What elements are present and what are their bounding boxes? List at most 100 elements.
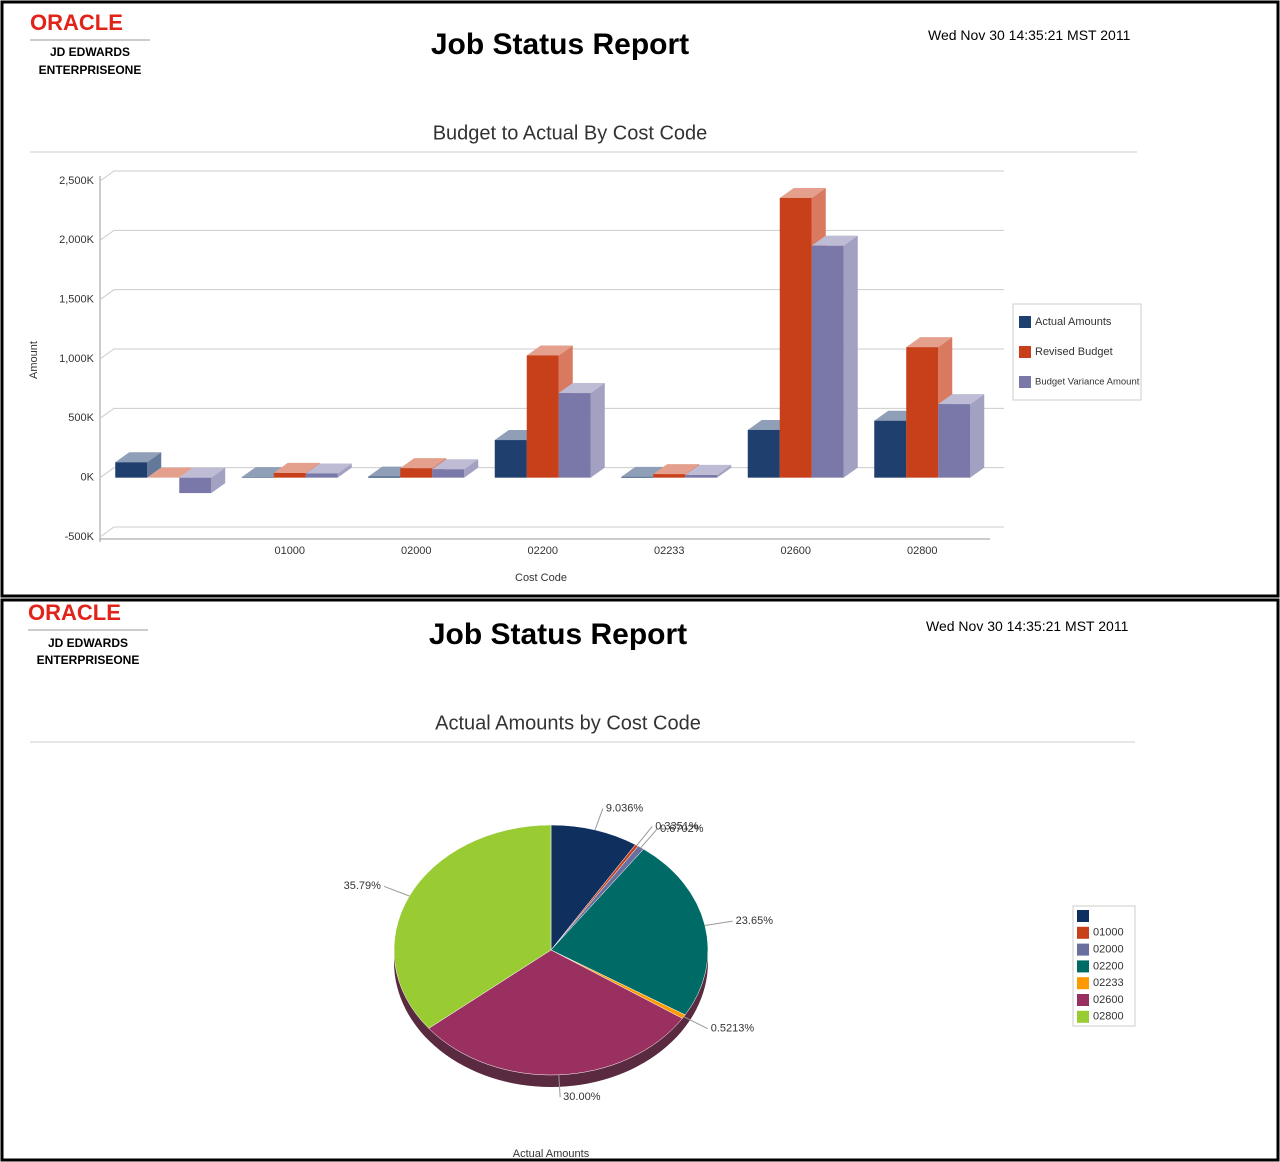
- grid-line: [99, 407, 1004, 419]
- panel-border: [0, 0, 1280, 598]
- bar: [653, 474, 686, 478]
- data-label: 0.3351%: [655, 820, 699, 832]
- bar-top: [115, 452, 162, 463]
- grid-line: [99, 526, 1004, 538]
- bar-top: [147, 467, 194, 478]
- bar: [115, 462, 148, 478]
- leader-line: [704, 920, 733, 927]
- bar: [400, 468, 433, 478]
- bar: [621, 476, 654, 478]
- leader-line: [636, 826, 653, 846]
- y-tick-label: 2,000K: [59, 234, 95, 246]
- legend-swatch: [1019, 376, 1031, 388]
- timestamp: Wed Nov 30 14:35:21 MST 2011: [928, 27, 1131, 43]
- brand: ORACLE: [30, 10, 123, 35]
- leader-line: [594, 808, 604, 831]
- legend-swatch: [1077, 910, 1089, 922]
- legend-swatch: [1077, 943, 1089, 956]
- bar-top: [179, 467, 226, 478]
- bar: [305, 473, 338, 478]
- bar-top: [432, 459, 479, 470]
- legend-label: 02000: [1093, 944, 1124, 956]
- legend-swatch: [1019, 346, 1031, 358]
- bar-side: [970, 394, 985, 478]
- data-label: 0.6702%: [660, 823, 704, 835]
- bar: [179, 477, 212, 494]
- bar-top: [653, 464, 700, 475]
- legend-box: [1012, 303, 1142, 401]
- timestamp: Wed Nov 30 14:35:21 MST 2011: [926, 618, 1129, 634]
- data-label: 23.65%: [736, 915, 774, 927]
- chart-title: Actual Amounts by Cost Code: [435, 712, 701, 734]
- bar-side: [337, 463, 352, 478]
- bar-side: [211, 467, 226, 494]
- timestamp-box: Wed Nov 30 14:35:21 MST 2011: [926, 618, 1129, 634]
- bar-top: [526, 345, 573, 356]
- bar: [273, 472, 306, 478]
- bar: [494, 440, 527, 478]
- legend-swatch: [1077, 960, 1089, 973]
- bar: [874, 420, 907, 478]
- grid-line: [99, 348, 1004, 360]
- bar-top: [779, 187, 826, 198]
- leader-line: [640, 828, 658, 848]
- bar: [432, 469, 465, 478]
- bar-side: [843, 235, 858, 478]
- bar: [779, 197, 812, 478]
- grid-line: [99, 289, 1004, 301]
- report-title: Job Status Report: [431, 28, 689, 61]
- bar-top: [906, 337, 953, 348]
- suite: ENTERPRISEONE: [39, 63, 142, 77]
- y-tick-label: -500K: [65, 531, 95, 543]
- bar-side: [717, 464, 732, 478]
- x-tick-label: 02233: [654, 545, 685, 557]
- bar: [558, 393, 591, 478]
- bar-top: [400, 458, 447, 469]
- product: JD EDWARDS: [48, 636, 128, 650]
- bar: [526, 355, 559, 478]
- header: ORACLE JD EDWARDS ENTERPRISEONE Job Stat…: [30, 10, 1131, 77]
- x-tick-label: 02200: [527, 545, 558, 557]
- leader-line: [558, 1074, 561, 1098]
- pie-slice: [428, 949, 683, 1076]
- bar-top: [558, 383, 605, 394]
- data-label: 0.5213%: [711, 1023, 755, 1035]
- bar-side: [464, 459, 479, 478]
- leader-line: [383, 885, 410, 897]
- y-tick-label: 0K: [81, 472, 95, 484]
- bar: [906, 347, 939, 478]
- bar-top: [305, 463, 352, 474]
- x-tick-label: 01000: [274, 545, 305, 557]
- y-tick-label: 2,500K: [59, 175, 95, 187]
- product: JD EDWARDS: [50, 45, 130, 59]
- grid-line: [99, 229, 1004, 241]
- legend-swatch: [1077, 977, 1089, 990]
- legend-swatch: [1077, 1010, 1089, 1023]
- bar: [241, 477, 274, 478]
- bar-side: [147, 452, 162, 478]
- x-axis-label: Actual Amounts: [513, 1148, 590, 1160]
- bar-top: [685, 464, 732, 475]
- data-label: 9.036%: [606, 802, 644, 814]
- data-label: 30.00%: [563, 1091, 601, 1103]
- pie-slice: [550, 824, 636, 951]
- legend-label: Revised Budget: [1035, 346, 1113, 358]
- legend-swatch: [1077, 994, 1089, 1006]
- legend-label: 01000: [1093, 927, 1124, 939]
- legend-label: 02233: [1093, 977, 1124, 989]
- bar: [938, 404, 971, 478]
- brand: ORACLE: [28, 600, 121, 625]
- data-label: 35.79%: [344, 880, 382, 892]
- legend-label: Budget Variance Amount: [1035, 377, 1140, 388]
- legend-label: Actual Amounts: [1035, 316, 1112, 328]
- legend-swatch: [1019, 316, 1031, 328]
- bar: [368, 476, 401, 478]
- legend-label: 02800: [1093, 1011, 1124, 1023]
- y-axis-label: Amount: [28, 341, 40, 379]
- panel-border: [0, 598, 1280, 1162]
- chart-title: Budget to Actual By Cost Code: [433, 122, 708, 144]
- bar-top: [273, 462, 320, 473]
- legend-label: 02600: [1093, 994, 1124, 1006]
- x-tick-label: 02800: [907, 545, 938, 557]
